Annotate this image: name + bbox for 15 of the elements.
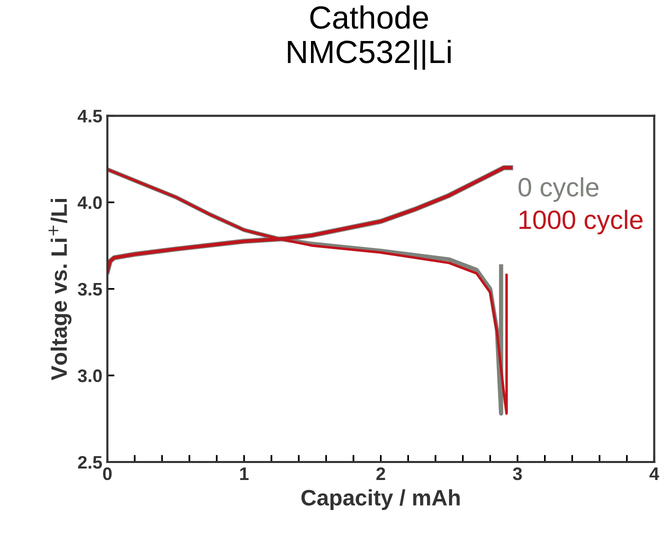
x-tick-label: 1 — [240, 468, 249, 480]
x-tick-label: 0 — [103, 467, 112, 480]
x-axis-title: Capacity / mAh — [301, 489, 460, 510]
series-label: 1000 cycle — [520, 210, 643, 234]
y-tick-label: 3.5 — [78, 282, 102, 296]
x-tick-label: 2 — [376, 467, 386, 480]
y-tick-label: 4.0 — [78, 196, 102, 210]
x-tick-label: 4 — [649, 468, 660, 480]
chart-title: Cathode NMC532||Li — [288, 5, 451, 70]
y-tick-label: 3.0 — [78, 369, 102, 382]
y-tick-label: 4.5 — [78, 110, 102, 122]
series-label: 0 cycle — [518, 177, 598, 202]
x-tick-label: 3 — [512, 467, 522, 480]
y-axis-title: Voltage vs. Li$^{+}$/Li — [48, 198, 72, 380]
y-tick-label: 2.5 — [78, 456, 102, 469]
